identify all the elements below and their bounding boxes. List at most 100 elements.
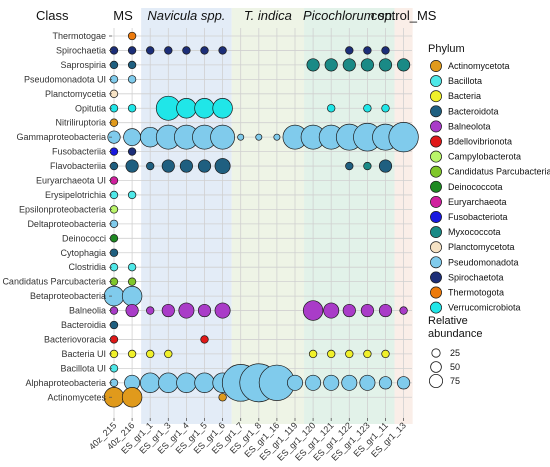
y-tick-label: Euryarchaeota UI [36, 176, 106, 186]
data-point [363, 349, 372, 359]
group-label-ms: MS [113, 8, 133, 23]
y-tick-label: Deltaproteobacteria [27, 219, 106, 229]
legend-label-campylobacterota: Campylobacterota [448, 152, 521, 162]
data-point [399, 306, 408, 315]
group-band-t-indica [231, 8, 305, 424]
data-point [345, 161, 354, 171]
data-point [127, 349, 137, 359]
data-point [176, 372, 197, 393]
legend-label-candidatus-parcubacteria: Candidatus Parcubacteria [448, 167, 550, 177]
legend-label-spirochaetota: Spirochaetota [448, 272, 504, 282]
data-point [146, 161, 155, 171]
data-point [125, 159, 139, 173]
y-tick-label: Thermotogae [52, 31, 106, 41]
data-point [359, 374, 376, 391]
y-axis-title: Class [36, 8, 69, 23]
data-point [194, 98, 215, 119]
y-tick-label: Alphaproteobacteria [25, 378, 106, 388]
legend-swatch-bacteria [430, 90, 442, 103]
legend-label-bacteroidota: Bacteroidota [448, 106, 499, 116]
data-point [218, 393, 227, 402]
data-point [200, 335, 209, 344]
data-point [103, 387, 125, 408]
legend-swatch-deinococcota [430, 180, 442, 193]
legend-size-label: 75 [450, 376, 460, 386]
legend-size-title-line: abundance [428, 328, 482, 340]
legend-label-planctomycetota: Planctomycetota [448, 242, 515, 252]
data-point [127, 46, 137, 55]
data-point [363, 104, 372, 113]
y-tick-label: Planctomycetia [45, 89, 106, 99]
y-tick-label: Betaproteobacteria [30, 291, 106, 301]
data-point [342, 303, 356, 318]
data-point [342, 58, 356, 72]
data-point [121, 285, 143, 307]
data-point [214, 302, 231, 319]
data-point [161, 159, 175, 173]
legend-swatch-candidatus-parcubacteria [430, 165, 442, 178]
data-point [341, 374, 358, 391]
legend-label-fusobacteriota: Fusobacteriota [448, 212, 508, 222]
data-point [107, 130, 121, 144]
data-point [127, 147, 137, 156]
y-tick-label: Flavobacteriia [50, 161, 106, 171]
data-point [127, 104, 137, 113]
data-point [308, 349, 318, 359]
data-point [164, 46, 173, 55]
legend-label-myxococcota: Myxococcota [448, 227, 501, 237]
legend-label-bacillota: Bacillota [448, 76, 482, 86]
data-point [302, 300, 324, 321]
data-point [127, 190, 137, 200]
legend-swatch-bacteroidota [430, 105, 442, 118]
legend-label-bdellovibrionota: Bdellovibrionota [448, 137, 512, 147]
data-point [179, 159, 193, 173]
data-point [378, 376, 393, 390]
data-point [127, 263, 137, 272]
data-point [214, 158, 231, 175]
legend-swatch-campylobacterota [430, 150, 442, 163]
data-point [305, 374, 322, 391]
data-point [363, 46, 372, 55]
data-point [127, 60, 137, 70]
legend-size-swatch [430, 361, 442, 373]
y-tick-label: Pseudomonadota UI [24, 74, 106, 84]
data-points [103, 31, 419, 408]
group-label-t-indica: T. indica [244, 8, 292, 23]
data-point [363, 161, 372, 171]
data-point [345, 46, 354, 55]
data-point [381, 349, 390, 359]
legend-swatch-bacillota [430, 75, 442, 88]
data-point [182, 46, 191, 55]
legend-swatch-verrucomicrobiota [430, 301, 442, 314]
y-tick-label: Fusobacteriia [52, 147, 106, 157]
data-point [397, 376, 411, 390]
data-point [287, 374, 303, 391]
data-point [306, 58, 320, 72]
data-point [324, 58, 338, 72]
data-point [218, 46, 227, 55]
data-point [237, 133, 245, 141]
data-point [360, 58, 374, 72]
y-tick-label: Deinococci [62, 233, 106, 243]
group-label-picochlorum-sp: Picochlorum sp. [303, 8, 395, 23]
data-point [273, 133, 281, 141]
legend-label-bacteria: Bacteria [448, 91, 481, 101]
data-point [121, 387, 143, 408]
data-point [146, 349, 155, 359]
y-tick-label: Clostridia [68, 262, 106, 272]
data-point [381, 104, 390, 113]
data-point [381, 46, 390, 55]
legend-swatch-fusobacteriota [430, 211, 442, 223]
data-point [176, 98, 197, 119]
legend-size-label: 50 [450, 362, 460, 372]
group-band-ms [104, 8, 142, 424]
data-point [197, 303, 212, 318]
data-point [378, 303, 393, 318]
y-tick-label: Bacillota UI [60, 363, 106, 373]
y-tick-label: Spirochaetia [56, 45, 106, 55]
legend-swatch-spirochaetota [430, 271, 442, 284]
data-point [146, 306, 155, 315]
legend-label-deinococcota: Deinococcota [448, 182, 503, 192]
y-tick-label: Gammaproteobacteria [16, 132, 106, 142]
